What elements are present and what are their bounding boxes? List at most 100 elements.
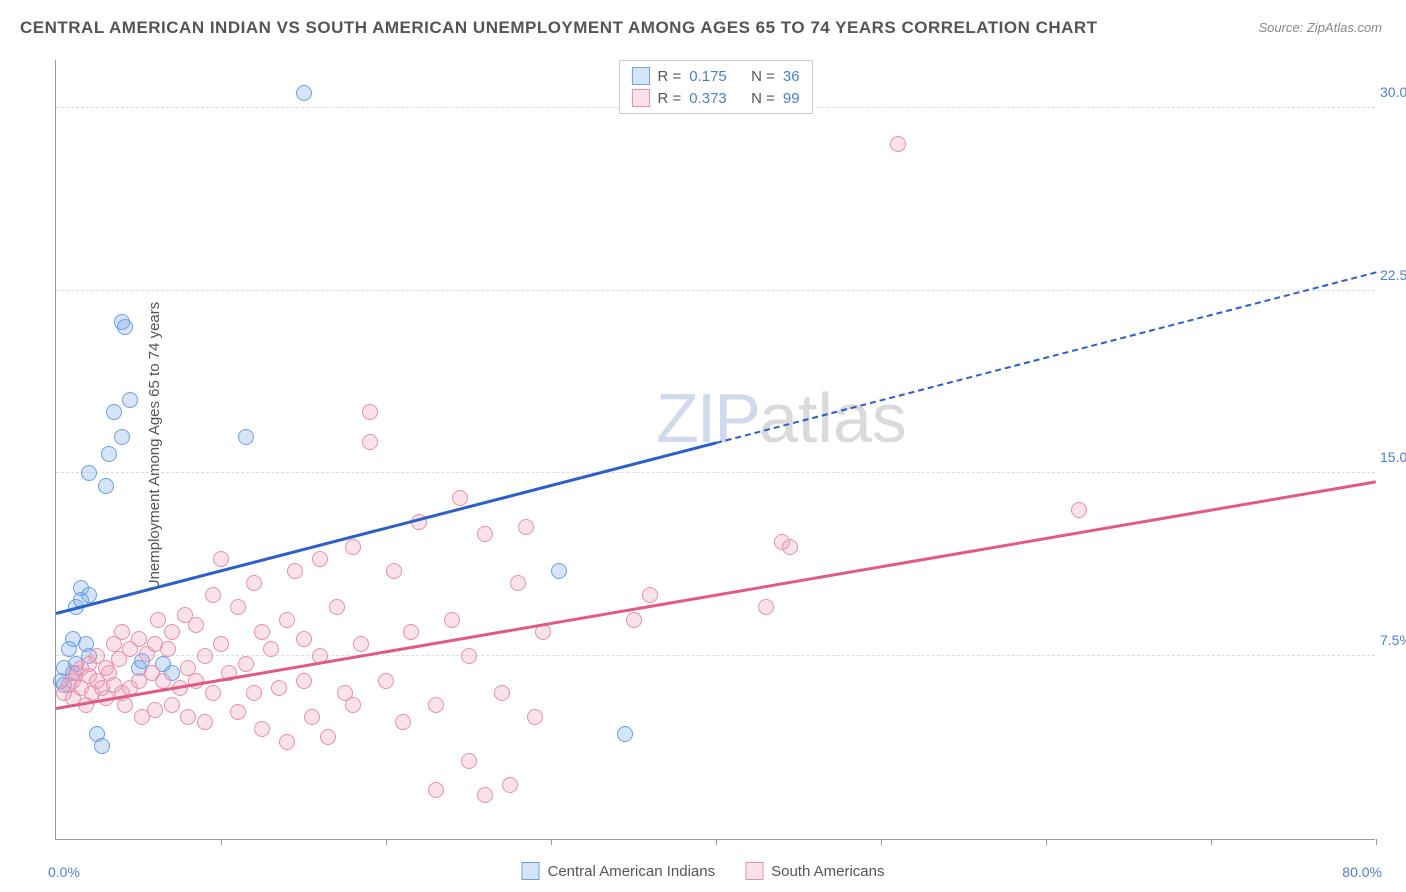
data-point (551, 563, 567, 579)
data-point (101, 446, 117, 462)
data-point (782, 539, 798, 555)
n-value-series-b: 99 (783, 90, 800, 107)
data-point (246, 575, 262, 591)
data-point (188, 617, 204, 633)
data-point (160, 641, 176, 657)
trend-line (56, 442, 717, 615)
data-point (617, 726, 633, 742)
data-point (122, 392, 138, 408)
correlation-legend: R = 0.175 N = 36 R = 0.373 N = 99 (618, 60, 812, 114)
data-point (114, 624, 130, 640)
plot-area: ZIPatlas R = 0.175 N = 36 R = 0.373 N = … (55, 60, 1375, 840)
data-point (205, 587, 221, 603)
data-point (230, 704, 246, 720)
data-point (150, 612, 166, 628)
data-point (1071, 502, 1087, 518)
x-tick (1376, 839, 1377, 845)
x-tick (221, 839, 222, 845)
y-tick-label: 7.5% (1380, 632, 1406, 648)
data-point (238, 656, 254, 672)
x-tick (386, 839, 387, 845)
data-point (205, 685, 221, 701)
data-point (312, 551, 328, 567)
data-point (502, 777, 518, 793)
data-point (180, 709, 196, 725)
data-point (213, 636, 229, 652)
data-point (246, 685, 262, 701)
x-axis-max-label: 80.0% (1342, 864, 1382, 880)
r-value-series-b: 0.373 (689, 90, 727, 107)
data-point (81, 465, 97, 481)
legend-swatch-series-b (631, 89, 649, 107)
r-label: R = (657, 90, 681, 107)
n-label: N = (751, 90, 775, 107)
data-point (254, 624, 270, 640)
data-point (213, 551, 229, 567)
data-point (117, 319, 133, 335)
y-tick-label: 30.0% (1380, 84, 1406, 100)
data-point (304, 709, 320, 725)
data-point (362, 404, 378, 420)
gridline (56, 472, 1375, 473)
x-tick (1046, 839, 1047, 845)
data-point (345, 697, 361, 713)
data-point (428, 697, 444, 713)
data-point (452, 490, 468, 506)
data-point (197, 648, 213, 664)
trend-line (56, 481, 1376, 710)
data-point (296, 673, 312, 689)
data-point (117, 697, 133, 713)
data-point (164, 624, 180, 640)
data-point (890, 136, 906, 152)
data-point (494, 685, 510, 701)
r-label: R = (657, 68, 681, 85)
chart-title: CENTRAL AMERICAN INDIAN VS SOUTH AMERICA… (20, 18, 1098, 38)
data-point (155, 673, 171, 689)
legend-swatch-series-b (745, 862, 763, 880)
data-point (428, 782, 444, 798)
data-point (164, 697, 180, 713)
data-point (378, 673, 394, 689)
data-point (147, 702, 163, 718)
data-point (230, 599, 246, 615)
data-point (254, 721, 270, 737)
r-value-series-a: 0.175 (689, 68, 727, 85)
data-point (197, 714, 213, 730)
legend-swatch-series-a (631, 67, 649, 85)
data-point (461, 753, 477, 769)
data-point (395, 714, 411, 730)
data-point (131, 631, 147, 647)
legend-label-series-b: South Americans (771, 863, 884, 880)
y-tick-label: 15.0% (1380, 449, 1406, 465)
data-point (477, 787, 493, 803)
chart-container: CENTRAL AMERICAN INDIAN VS SOUTH AMERICA… (0, 0, 1406, 892)
data-point (345, 539, 361, 555)
legend-item-series-a: Central American Indians (522, 862, 716, 880)
data-point (287, 563, 303, 579)
data-point (271, 680, 287, 696)
data-point (263, 641, 279, 657)
legend-item-series-b: South Americans (745, 862, 884, 880)
data-point (510, 575, 526, 591)
data-point (403, 624, 419, 640)
data-point (296, 85, 312, 101)
data-point (758, 599, 774, 615)
data-point (114, 429, 130, 445)
x-tick (551, 839, 552, 845)
watermark-atlas: atlas (759, 379, 907, 457)
data-point (329, 599, 345, 615)
data-point (626, 612, 642, 628)
legend-row-series-b: R = 0.373 N = 99 (631, 87, 799, 109)
data-point (279, 734, 295, 750)
data-point (279, 612, 295, 628)
legend-label-series-a: Central American Indians (548, 863, 716, 880)
series-legend: Central American Indians South Americans (522, 862, 885, 880)
trend-line-extrapolated (716, 272, 1376, 445)
n-label: N = (751, 68, 775, 85)
legend-row-series-a: R = 0.175 N = 36 (631, 65, 799, 87)
data-point (94, 738, 110, 754)
gridline (56, 290, 1375, 291)
data-point (320, 729, 336, 745)
x-axis-min-label: 0.0% (48, 864, 80, 880)
data-point (362, 434, 378, 450)
